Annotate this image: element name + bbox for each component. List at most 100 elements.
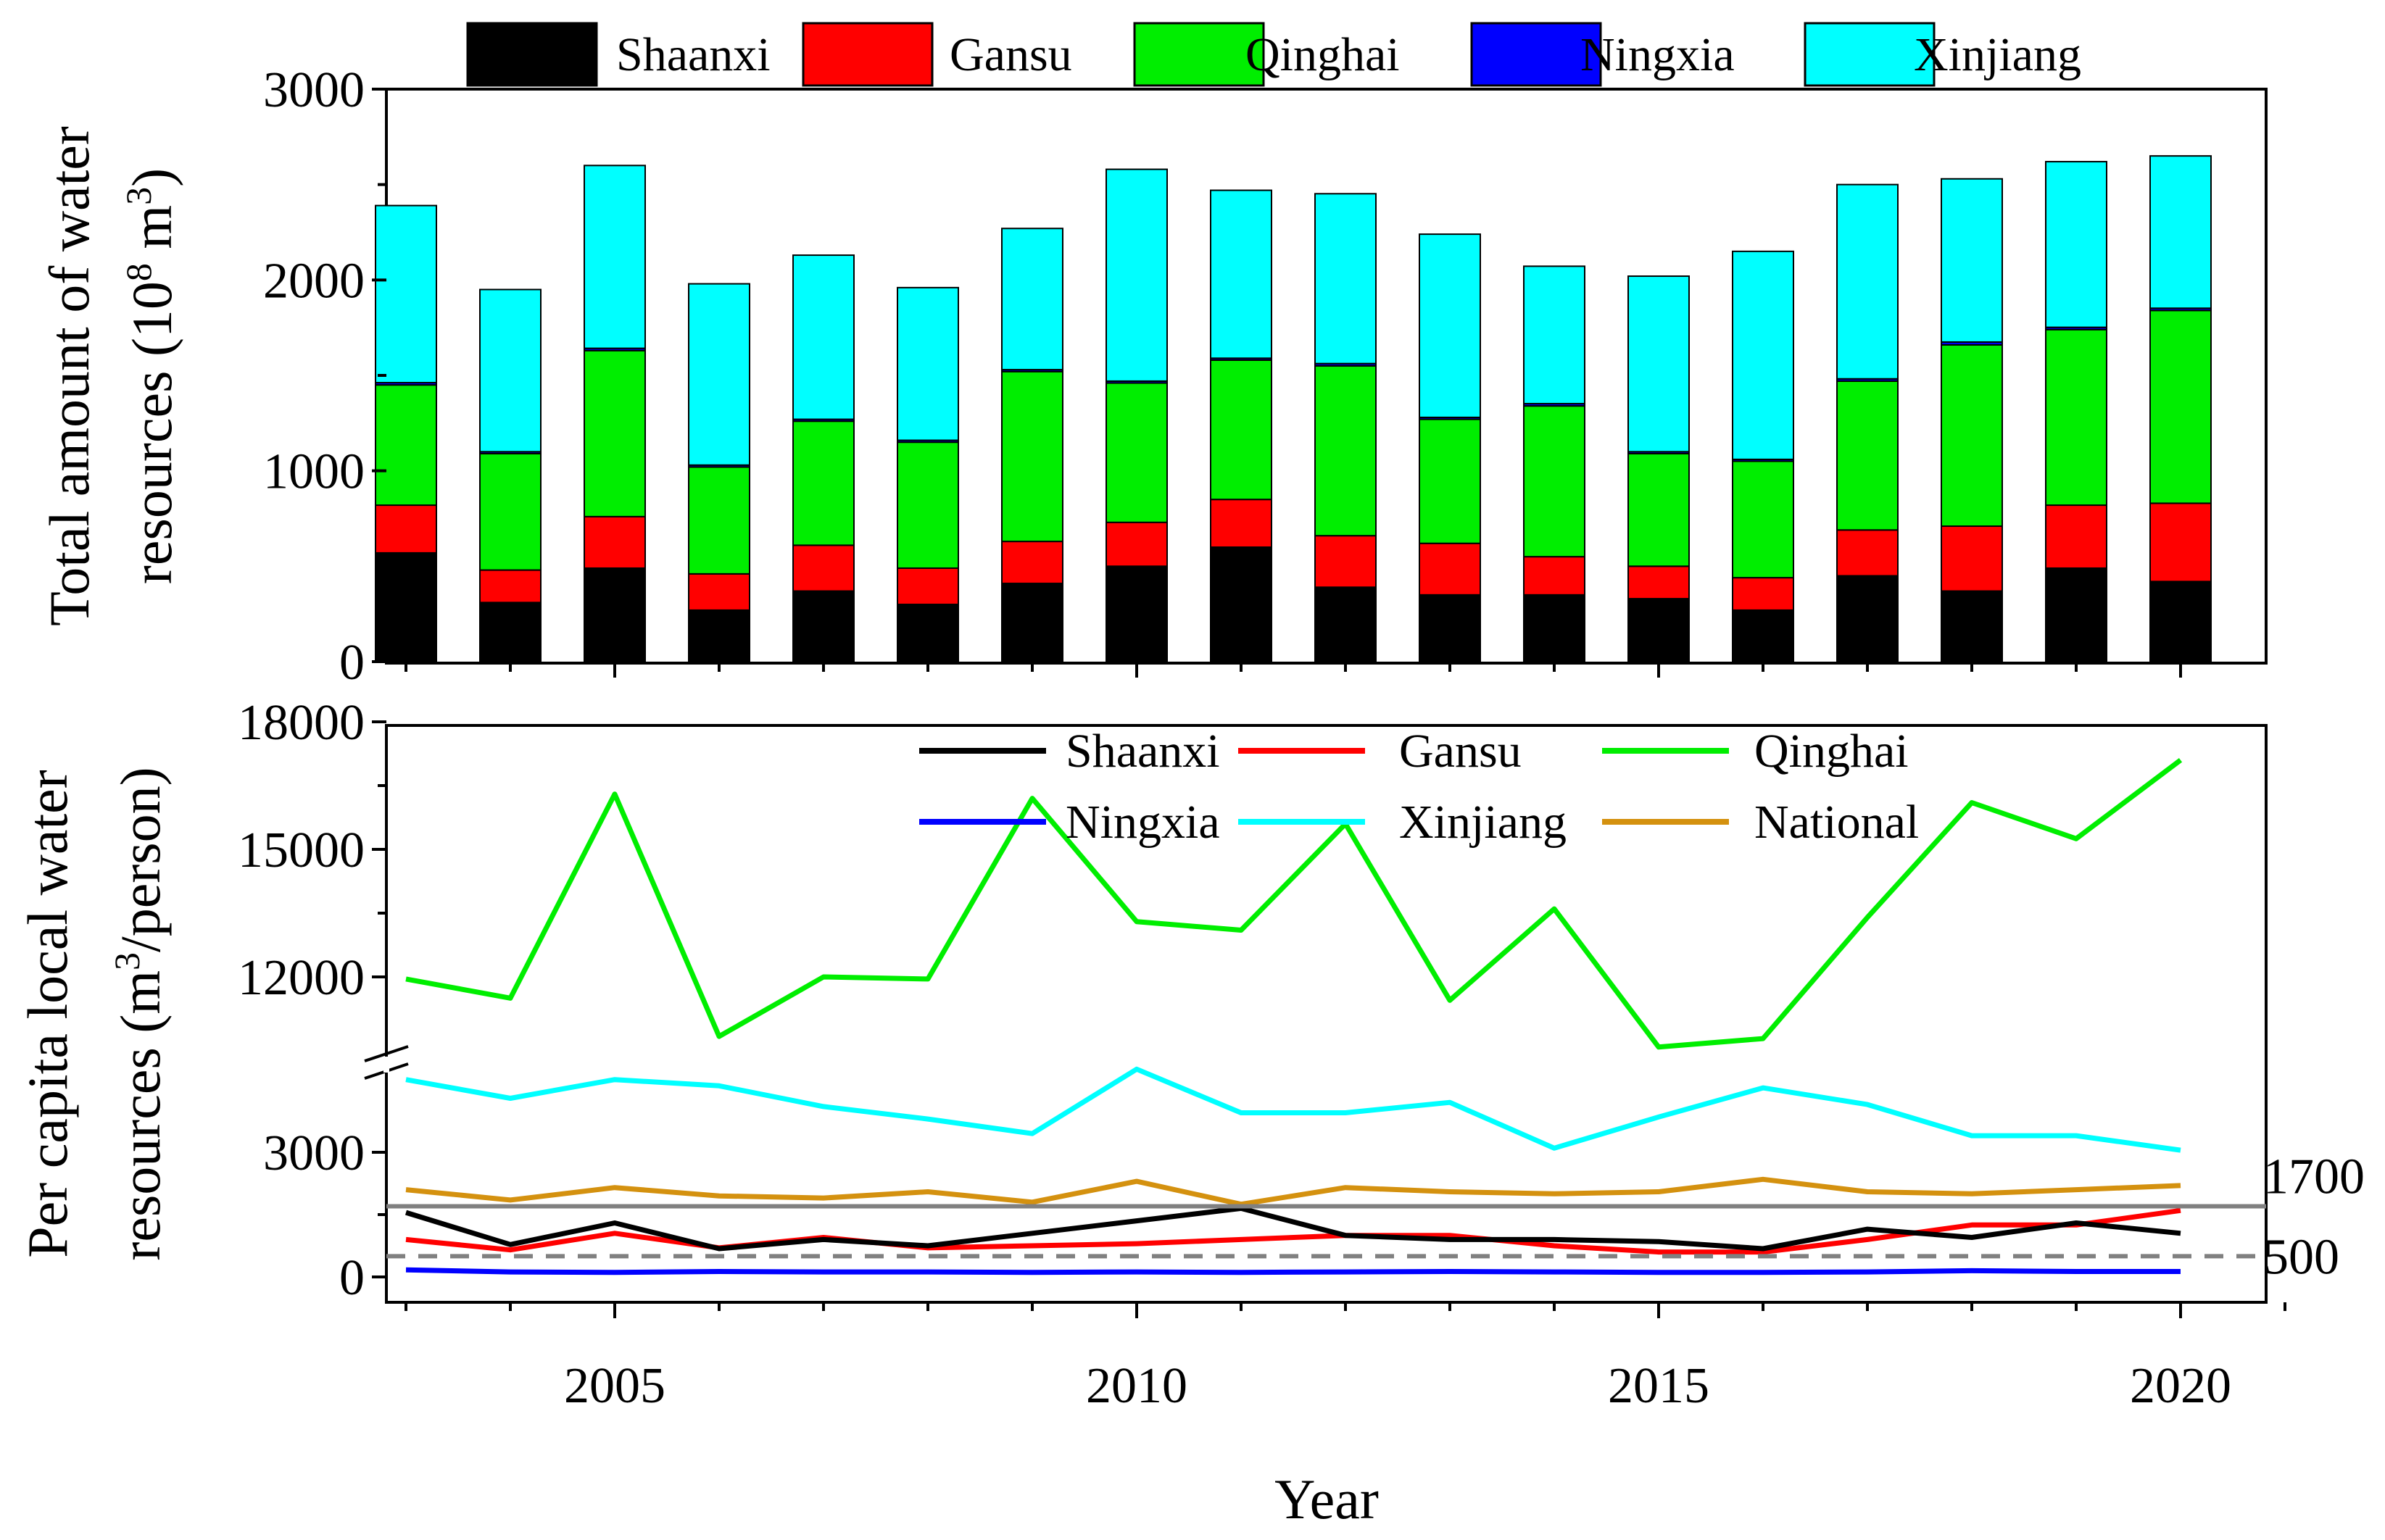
bar-qinghai-2017 [1836,380,1899,531]
bottom-ytick-label: 12000 [238,950,365,1006]
bar-qinghai-2019 [2045,328,2107,507]
bar-xinjiang-2018 [1941,178,2003,343]
bar-gansu-2012 [1314,535,1377,588]
bar-xinjiang-2017 [1836,183,1899,380]
bar-xinjiang-2010 [1106,168,1168,382]
xtick-label-2005: 2005 [564,1358,665,1414]
bar-xinjiang-2012 [1314,193,1377,365]
legend-swatch-qinghai [1133,22,1265,87]
bottom-ytick-label: 18000 [238,695,365,751]
xtick-label-2010: 2010 [1086,1358,1187,1414]
bar-qinghai-2003 [375,384,437,507]
bottom-ytick-label: 3000 [263,1125,365,1181]
top-ylabel-line1: Total amount of water [38,126,101,626]
bar-xinjiang-2005 [584,165,646,349]
bar-gansu-2013 [1419,542,1481,596]
line-xinjiang [405,1066,2181,1153]
bottom-ylabel-line2: resources (m3/person) [107,767,172,1260]
bottom-ytick-label: 0 [339,1250,365,1306]
bar-gansu-2009 [1001,541,1063,585]
bar-gansu-2005 [584,515,646,569]
reference-label-1700: 1700 [2263,1149,2365,1205]
bottom-panel-frame [385,724,2268,1304]
legend-swatch-ningxia [1470,22,1602,87]
bar-shaanxi-2011 [1210,546,1272,662]
legend-swatch-gansu [802,22,934,87]
bar-shaanxi-2010 [1106,565,1168,662]
line-shaanxi [405,1205,2181,1252]
top-y-ticks: 0 1000 2000 3000 [263,62,386,691]
bar-gansu-2020 [2149,502,2212,583]
top-ylabel-line2: resources (108 m3) [118,168,183,584]
bottom-legend: Shaanxi Gansu Qinghai Ningxia Xinjiang Nation… [919,725,1919,849]
bar-shaanxi-2004 [479,602,542,662]
bar-gansu-2003 [375,504,437,554]
bar-qinghai-2010 [1106,382,1168,523]
bar-qinghai-2018 [1941,344,2003,528]
bar-qinghai-2020 [2149,309,2212,504]
axis-break-marks [364,1045,409,1080]
bar-shaanxi-2009 [1001,583,1063,662]
bar-gansu-2006 [688,573,750,611]
bar-gansu-2019 [2045,504,2107,569]
bar-qinghai-2006 [688,466,750,575]
bar-shaanxi-2006 [688,609,750,663]
bar-qinghai-2005 [584,349,646,517]
bar-gansu-2011 [1210,499,1272,549]
bottom-lines [405,758,2183,1275]
bar-xinjiang-2020 [2149,155,2212,309]
bar-qinghai-2016 [1732,460,1794,579]
legend-label-qinghai: Qinghai [1245,28,1400,81]
top-ytick-label: 0 [339,635,365,691]
legend-swatch-shaanxi [466,22,598,87]
bar-gansu-2016 [1732,577,1794,611]
legend-line-label-xinjiang: Xinjiang [1399,796,1567,849]
line-qinghai [405,758,2183,1050]
bar-shaanxi-2018 [1941,590,2003,662]
top-legend: Shaanxi Gansu Qinghai Ningxia Xinjiang [466,22,2081,87]
bar-xinjiang-2008 [897,286,959,441]
top-bars [375,155,2212,663]
bar-shaanxi-2008 [897,604,959,662]
bar-gansu-2008 [897,567,959,606]
bar-gansu-2017 [1836,529,1899,577]
bar-qinghai-2012 [1314,365,1377,537]
bottom-ylabel-line1: Per capita local water [16,770,79,1257]
bar-xinjiang-2013 [1419,233,1481,418]
top-ytick-label: 2000 [263,253,365,309]
bar-shaanxi-2019 [2045,567,2107,663]
bar-shaanxi-2020 [2149,580,2212,663]
bar-shaanxi-2012 [1314,586,1377,662]
bar-gansu-2004 [479,569,542,604]
line-national [405,1176,2181,1207]
bar-shaanxi-2003 [375,552,437,663]
bar-xinjiang-2016 [1732,250,1794,460]
bottom-ytick-label: 15000 [238,823,365,878]
bar-xinjiang-2014 [1523,265,1585,404]
legend-line-label-qinghai: Qinghai [1754,725,1909,778]
bar-qinghai-2004 [479,452,542,571]
bar-qinghai-2011 [1210,359,1272,501]
bar-xinjiang-2004 [479,288,542,453]
top-x-ticks [405,663,2182,678]
bar-qinghai-2013 [1419,418,1481,544]
bar-gansu-2014 [1523,556,1585,596]
reference-label-500: 500 [2263,1229,2339,1285]
bar-xinjiang-2009 [1001,228,1063,371]
bar-xinjiang-2011 [1210,189,1272,359]
bottom-y-ticks: 0 3000 12000 15000 18000 [238,695,386,1306]
bar-xinjiang-2003 [375,204,437,384]
bar-shaanxi-2016 [1732,609,1794,663]
bar-gansu-2015 [1627,565,1690,600]
legend-line-label-ningxia: Ningxia [1066,796,1220,849]
top-ytick-label: 1000 [263,444,365,500]
bottom-x-ticks: 2005 2010 2015 2020 [405,1302,2286,1414]
bar-qinghai-2009 [1001,370,1063,543]
legend-swatch-xinjiang [1804,22,1936,87]
xtick-label-2020: 2020 [2130,1358,2231,1414]
bar-shaanxi-2017 [1836,575,1899,662]
bar-qinghai-2015 [1627,452,1690,567]
x-axis-title: Year [1274,1468,1379,1531]
legend-line-label-gansu: Gansu [1399,725,1522,778]
